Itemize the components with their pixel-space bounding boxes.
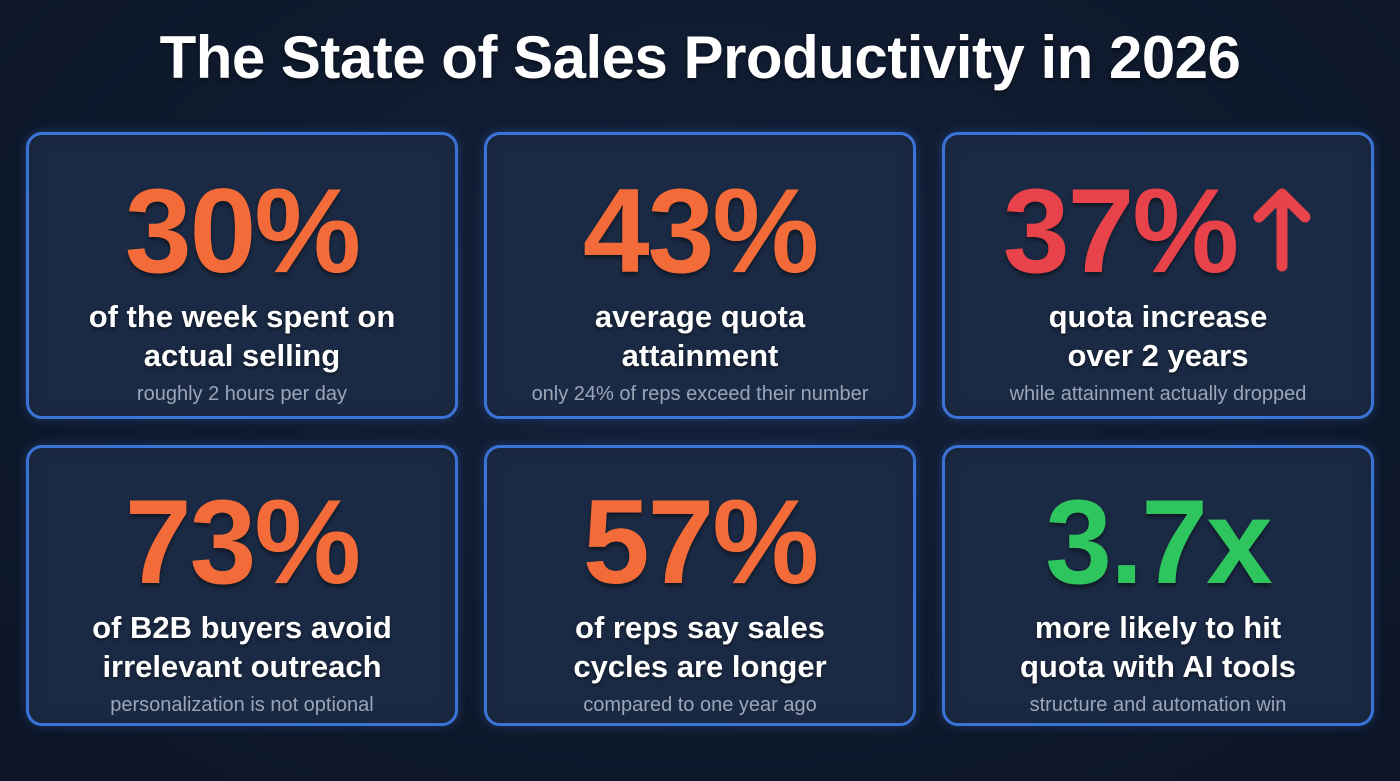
stat-value-row: 37%	[1003, 171, 1313, 291]
stat-card-sales-cycles: 57% of reps say sales cycles are longer …	[484, 445, 916, 726]
stat-card-quota-increase: 37% quota increase over 2 years while at…	[942, 132, 1374, 419]
stat-value: 57%	[582, 475, 819, 609]
stat-label: of the week spent on actual selling	[88, 299, 396, 373]
stat-card-selling-time: 30% of the week spent on actual selling …	[26, 132, 458, 419]
page-title: The State of Sales Productivity in 2026	[159, 24, 1241, 91]
stat-label: of B2B buyers avoid irrelevant outreach	[92, 610, 392, 684]
stat-subtext: structure and automation win	[1029, 694, 1287, 716]
stat-value: 73%	[124, 475, 361, 609]
stat-value: 30%	[124, 164, 361, 298]
arrow-up-icon	[1251, 171, 1313, 291]
stat-label: more likely to hit quota with AI tools	[1019, 610, 1297, 684]
stat-card-ai-tools: 3.7x more likely to hit quota with AI to…	[942, 445, 1374, 726]
stat-label: of reps say sales cycles are longer	[573, 610, 827, 684]
stat-subtext: compared to one year ago	[583, 694, 817, 716]
stat-subtext: personalization is not optional	[110, 694, 374, 716]
stat-subtext: roughly 2 hours per day	[136, 383, 348, 405]
stat-grid: 30% of the week spent on actual selling …	[26, 132, 1374, 726]
stat-card-b2b-buyers: 73% of B2B buyers avoid irrelevant outre…	[26, 445, 458, 726]
stat-label: quota increase over 2 years	[1048, 299, 1268, 373]
stat-label: average quota attainment	[594, 299, 806, 373]
stat-subtext: only 24% of reps exceed their number	[531, 383, 869, 405]
stat-value: 3.7x	[1045, 475, 1273, 609]
stat-value: 37%	[1002, 164, 1239, 298]
stat-card-quota-attainment: 43% average quota attainment only 24% of…	[484, 132, 916, 419]
stat-subtext: while attainment actually dropped	[1009, 383, 1307, 405]
stat-value: 43%	[582, 164, 819, 298]
